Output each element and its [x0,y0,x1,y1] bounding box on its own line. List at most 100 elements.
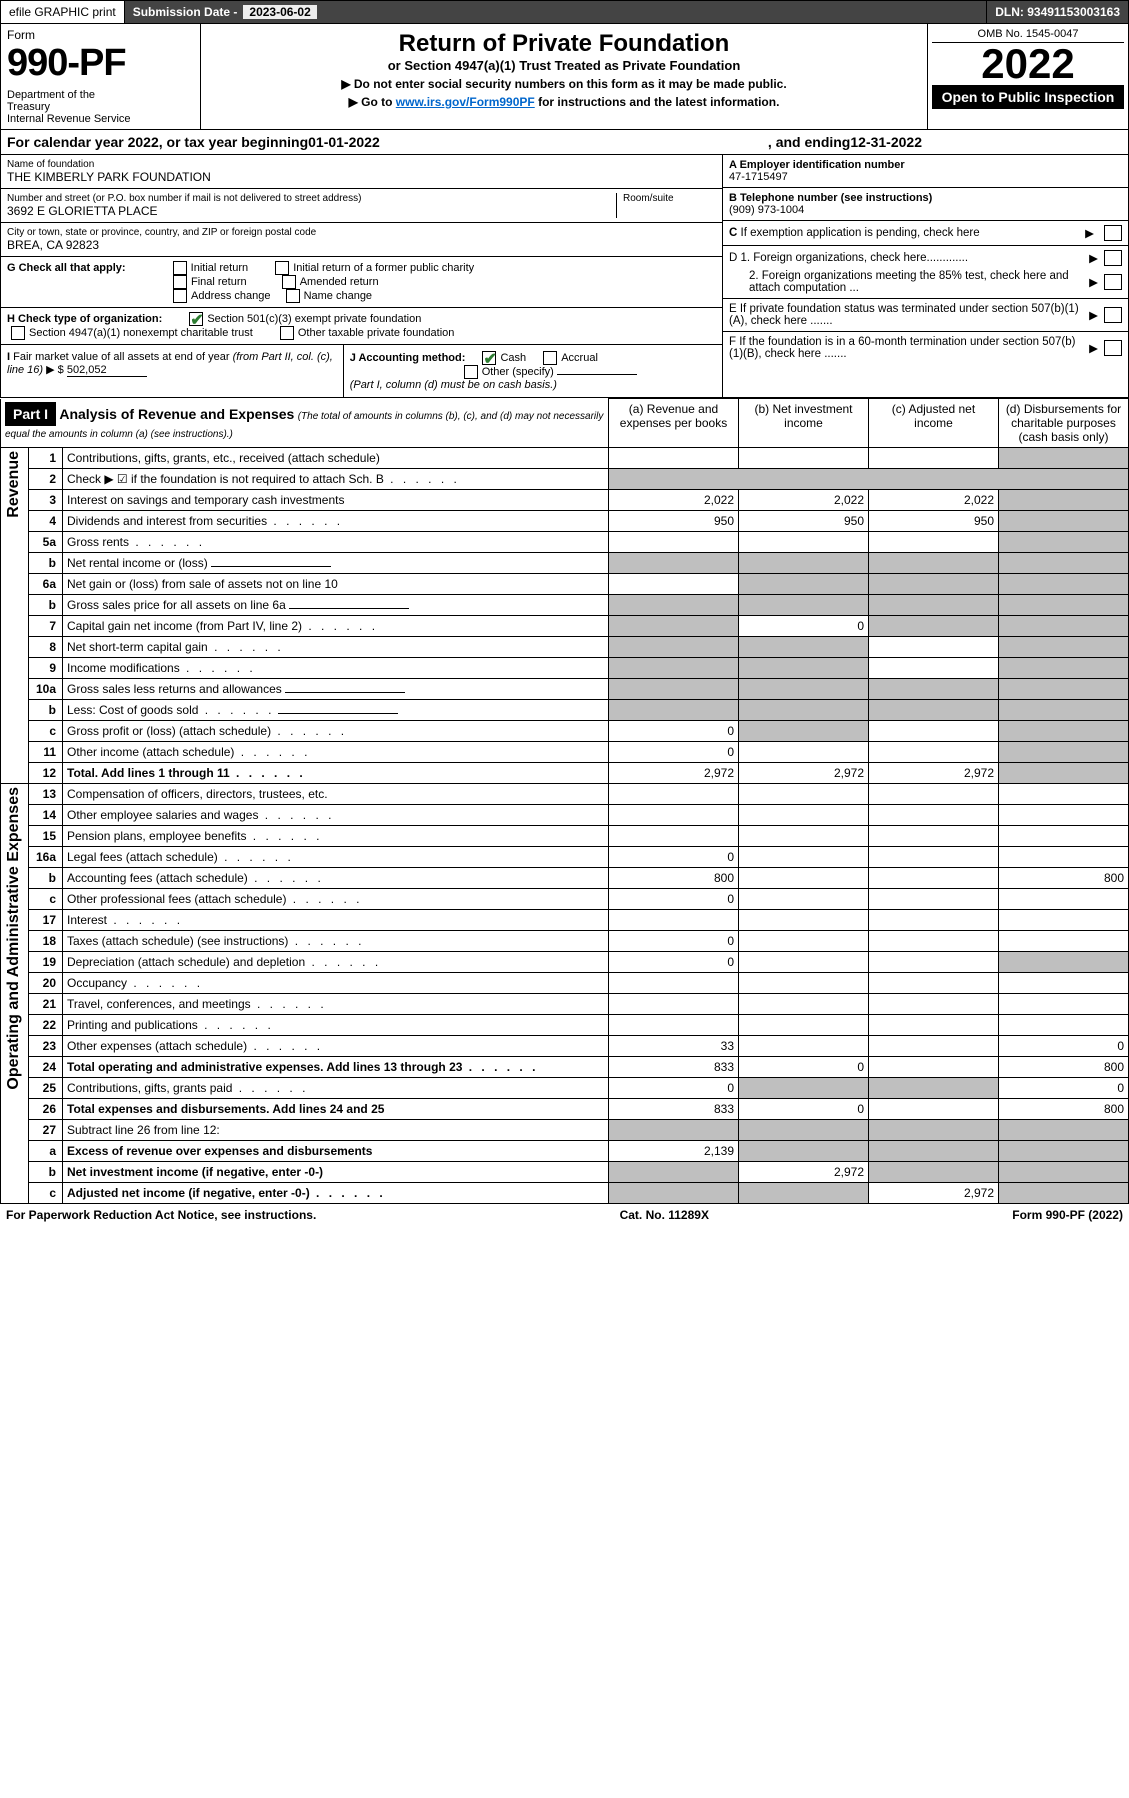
row-desc: Adjusted net income (if negative, enter … [63,1183,609,1204]
checkbox-other-method[interactable] [464,365,478,379]
checkbox-addr-change[interactable] [173,289,187,303]
row-number: 3 [29,490,63,511]
cell-value [869,1036,999,1057]
table-row: 9Income modifications . . . . . . [1,658,1129,679]
cell-value [999,574,1129,595]
cell-value: 800 [999,868,1129,889]
checkbox-name-change[interactable] [286,289,300,303]
cell-value: 0 [609,1078,739,1099]
cell-value [739,805,869,826]
cell-value: 950 [739,511,869,532]
city-cell: City or town, state or province, country… [1,223,722,257]
ein-cell: A Employer identification number 47-1715… [723,155,1128,188]
cell-value [739,553,869,574]
table-row: 6aNet gain or (loss) from sale of assets… [1,574,1129,595]
checkbox-initial-former[interactable] [275,261,289,275]
checkbox-cash[interactable] [482,351,496,365]
cell-value: 2,139 [609,1141,739,1162]
cell-value [739,679,869,700]
row-number: 16a [29,847,63,868]
open-public: Open to Public Inspection [932,85,1124,109]
checkbox-4947[interactable] [11,326,25,340]
row-number: b [29,700,63,721]
address-cell: Number and street (or P.O. box number if… [1,189,722,223]
cell-value [999,700,1129,721]
revenue-side-label: Revenue [5,451,23,518]
cell-value [609,1015,739,1036]
cell-value [869,889,999,910]
checkbox-c[interactable] [1104,225,1122,241]
checkbox-initial-return[interactable] [173,261,187,275]
row-desc: Income modifications . . . . . . [63,658,609,679]
cell-value [999,448,1129,469]
cell-value [869,805,999,826]
form-label: Form [7,28,194,42]
checkbox-501c3[interactable] [189,312,203,326]
checkbox-final[interactable] [173,275,187,289]
row-number: 22 [29,1015,63,1036]
checkbox-d1[interactable] [1104,250,1122,266]
table-row: 27Subtract line 26 from line 12: [1,1120,1129,1141]
cell-value [869,616,999,637]
cell-value [869,595,999,616]
checkbox-f[interactable] [1104,340,1122,356]
table-row: 25Contributions, gifts, grants paid . . … [1,1078,1129,1099]
checkbox-d2[interactable] [1104,274,1122,290]
cell-value [609,1162,739,1183]
table-row: 26Total expenses and disbursements. Add … [1,1099,1129,1120]
cell-value: 0 [999,1036,1129,1057]
table-row: 16aLegal fees (attach schedule) . . . . … [1,847,1129,868]
cell-value [739,1120,869,1141]
h-check-row: H Check type of organization: Section 50… [1,308,722,345]
table-row: 20Occupancy . . . . . . [1,973,1129,994]
checkbox-other-taxable[interactable] [280,326,294,340]
table-row: bNet rental income or (loss) [1,553,1129,574]
cell-value [609,784,739,805]
row-number: 14 [29,805,63,826]
cell-value [609,532,739,553]
row-number: 25 [29,1078,63,1099]
row-number: 23 [29,1036,63,1057]
cell-value [609,595,739,616]
irs-link[interactable]: www.irs.gov/Form990PF [396,95,535,109]
checkbox-e[interactable] [1104,307,1122,323]
form-subtitle: or Section 4947(a)(1) Trust Treated as P… [207,58,921,73]
cell-value [739,595,869,616]
row-desc: Check ▶ ☑ if the foundation is not requi… [63,469,609,490]
table-row: 2Check ▶ ☑ if the foundation is not requ… [1,469,1129,490]
cell-value: 0 [739,1099,869,1120]
cell-value [999,532,1129,553]
row-desc: Dividends and interest from securities .… [63,511,609,532]
cell-value [609,679,739,700]
cell-value [869,994,999,1015]
cell-value [739,931,869,952]
checkbox-accrual[interactable] [543,351,557,365]
row-number: 21 [29,994,63,1015]
cell-value [999,910,1129,931]
row-desc: Other professional fees (attach schedule… [63,889,609,910]
cell-value [609,805,739,826]
cell-value [739,1015,869,1036]
row-number: b [29,868,63,889]
cell-value: 2,972 [869,763,999,784]
row-desc: Capital gain net income (from Part IV, l… [63,616,609,637]
cell-value: 2,972 [609,763,739,784]
submission-date: Submission Date - 2023-06-02 [125,1,988,23]
row-number: 19 [29,952,63,973]
cell-value [869,847,999,868]
checkbox-amended[interactable] [282,275,296,289]
calendar-year-row: For calendar year 2022, or tax year begi… [0,130,1129,155]
cell-value [739,994,869,1015]
row-desc: Gross rents . . . . . . [63,532,609,553]
cell-value [869,910,999,931]
row-number: 26 [29,1099,63,1120]
cell-value [869,679,999,700]
cell-value: 0 [609,931,739,952]
cell-value [999,931,1129,952]
cell-value [999,658,1129,679]
row-number: 7 [29,616,63,637]
row-desc: Net short-term capital gain . . . . . . [63,637,609,658]
row-number: 27 [29,1120,63,1141]
cell-value [609,994,739,1015]
cell-value [869,1141,999,1162]
